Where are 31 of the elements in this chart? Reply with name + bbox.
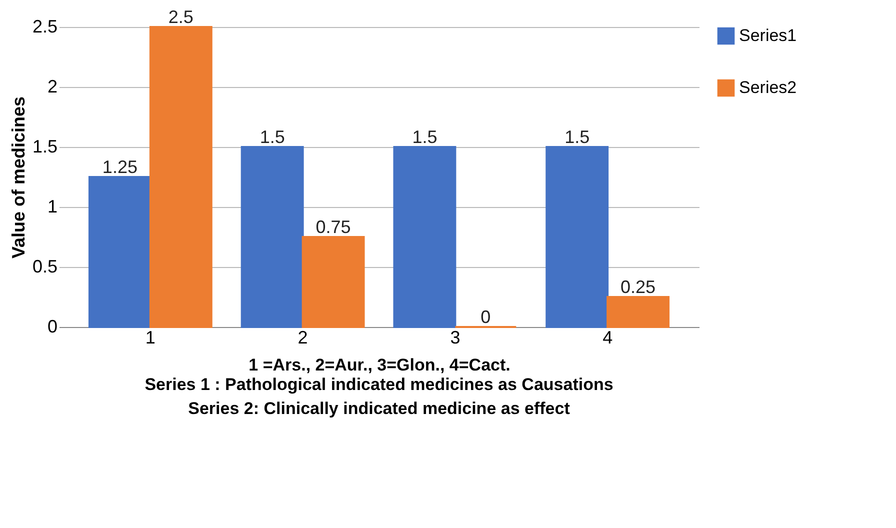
bar (302, 236, 365, 328)
y-tick-label: 2 (47, 76, 58, 96)
x-tick-label: 3 (450, 328, 460, 348)
y-tick-label: 2.5 (32, 16, 58, 36)
legend-label: Series2 (739, 78, 797, 97)
bar (606, 296, 670, 328)
legend-label: Series1 (739, 26, 797, 45)
y-tick-label: 1 (47, 196, 58, 216)
data-label: 2.5 (168, 7, 194, 27)
x-tick-label: 1 (145, 328, 156, 348)
data-label: 1.5 (412, 127, 438, 147)
data-label: 1.5 (564, 127, 590, 147)
data-label: 0.75 (316, 217, 351, 237)
bar (240, 146, 304, 328)
data-label: 1.25 (102, 157, 138, 177)
x-axis-title: 1 =Ars., 2=Aur., 3=Glon., 4=Cact. (248, 356, 510, 374)
bar (546, 146, 609, 328)
y-tick-label: 1.5 (32, 136, 58, 156)
y-axis-title: Value of medicines (8, 96, 28, 259)
bar (149, 26, 212, 328)
data-label: 1.5 (260, 127, 285, 147)
data-label: 0 (480, 307, 491, 327)
y-tick-label: 0 (47, 316, 58, 336)
data-label: 0.25 (620, 277, 656, 297)
text: Series 1 : Pathological indicated medicines as Causations (144, 375, 614, 394)
x-tick-label: 4 (602, 328, 613, 348)
text: Series 2: Clinically indicated medicine as effect (188, 399, 570, 418)
bar (393, 146, 456, 328)
x-tick-label: 2 (298, 328, 308, 348)
y-tick-label: 0.5 (32, 256, 58, 276)
bar (88, 176, 152, 328)
